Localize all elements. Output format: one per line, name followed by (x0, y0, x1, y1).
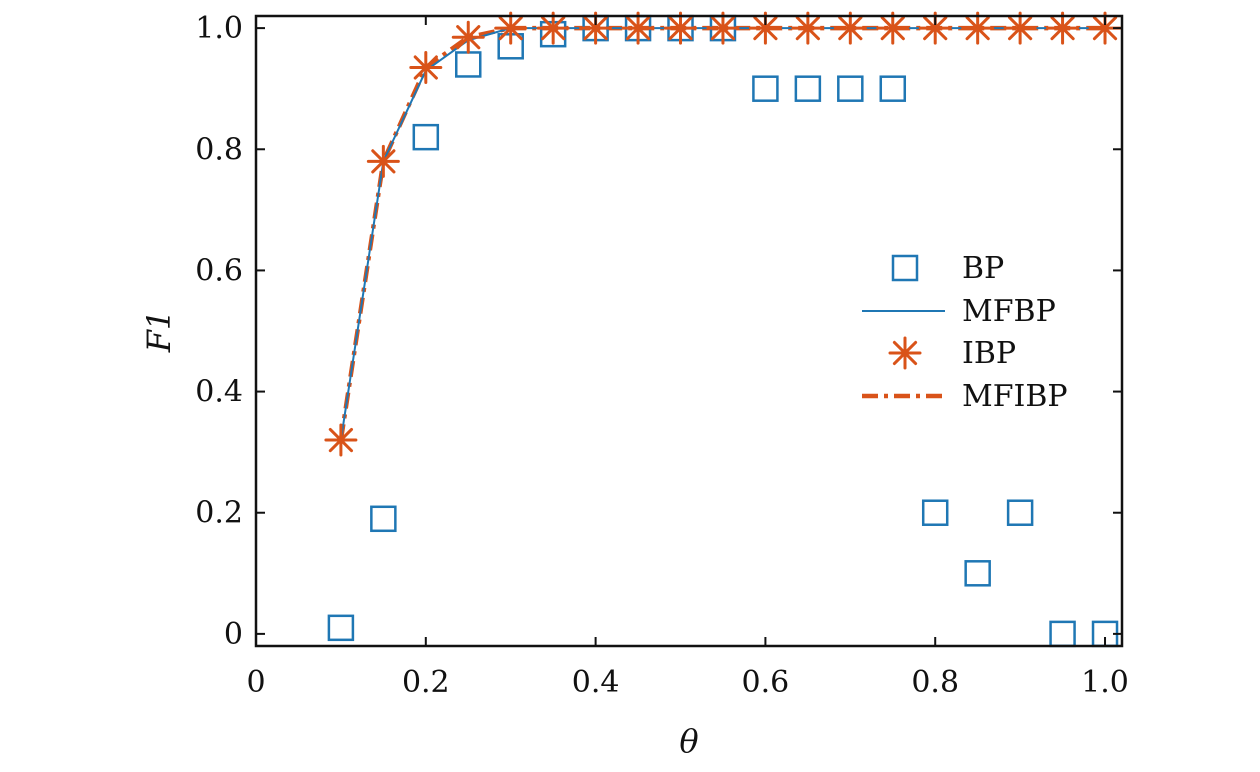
legend-item-ibp: IBP (888, 336, 1016, 371)
ibp-point (409, 50, 443, 84)
plot-frame (254, 14, 1124, 648)
ibp-point (324, 423, 358, 457)
ibp-point (833, 11, 867, 45)
legend-label: IBP (962, 336, 1016, 371)
plot-area (324, 11, 1122, 648)
ibp-point (664, 11, 698, 45)
ibp-point (961, 11, 995, 45)
bp-point (837, 75, 864, 102)
y-tick-label: 0.4 (195, 375, 243, 410)
y-axis-label: F1 (140, 310, 178, 354)
bp-point (327, 614, 355, 642)
ibp-point (366, 144, 400, 178)
bp-point (1006, 499, 1034, 526)
x-tick-label: 0 (246, 665, 265, 700)
x-tick-label: 1.0 (1081, 665, 1129, 700)
bp-point (1049, 620, 1076, 648)
bp-point (879, 75, 907, 102)
bp-point (370, 505, 397, 533)
ibp-point (791, 11, 825, 45)
bp-point (455, 51, 482, 78)
y-tick-label: 1.0 (195, 11, 243, 46)
x-tick-label: 0.4 (572, 665, 620, 700)
bp-point (752, 75, 779, 102)
axis-ticks: 0 0.2 0.4 0.6 0.8 1.0 0 0.2 0.4 0.6 0.8 1.0 (195, 11, 1129, 700)
ibp-point (876, 11, 910, 45)
ibp-point (1003, 11, 1037, 45)
legend-swatch-square (891, 254, 919, 282)
x-tick-label: 0.6 (742, 665, 790, 700)
bp-point (921, 499, 949, 526)
legend-label: MFBP (962, 294, 1056, 329)
legend-item-mfbp: MFBP (862, 294, 1056, 329)
ibp-point (621, 11, 655, 45)
legend-item-mfibp: MFIBP (862, 379, 1068, 414)
ibp-point (494, 11, 528, 45)
x-tick-label: 0.8 (911, 665, 959, 700)
y-tick-label: 0 (224, 617, 243, 652)
legend: BP MFBP IBP MFIBP (862, 251, 1068, 414)
y-tick-label: 0.6 (195, 253, 243, 288)
x-tick-label: 0.2 (402, 665, 450, 700)
y-tick-label: 0.8 (195, 132, 243, 167)
legend-label: BP (962, 251, 1004, 286)
bp-point (964, 560, 991, 587)
bp-point (794, 75, 822, 102)
ibp-point (706, 11, 740, 45)
legend-swatch-star (888, 336, 922, 370)
x-axis-label: θ (679, 722, 698, 760)
legend-label: MFIBP (962, 379, 1068, 414)
ibp-point (451, 20, 485, 54)
ibp-point (536, 11, 570, 45)
ibp-point (1046, 11, 1080, 45)
bp-point (412, 123, 440, 151)
legend-item-bp: BP (891, 251, 1004, 286)
y-tick-label: 0.2 (195, 496, 243, 531)
